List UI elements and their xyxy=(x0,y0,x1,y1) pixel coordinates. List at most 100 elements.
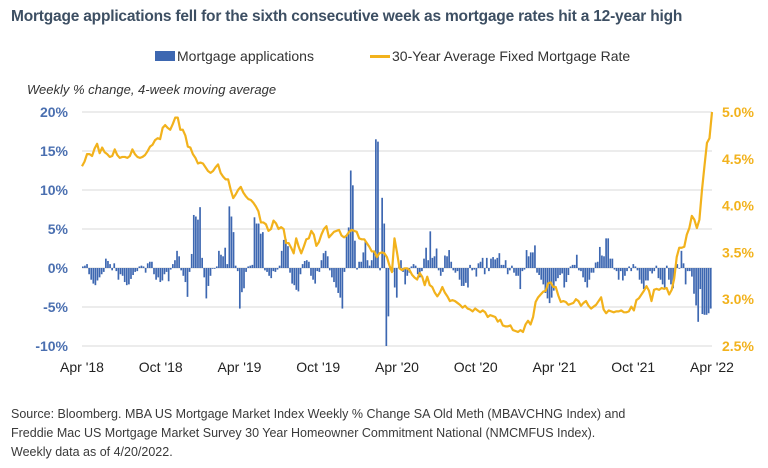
applications-bar xyxy=(140,265,143,268)
chart-subtitle: Weekly % change, 4-week moving average xyxy=(27,82,277,97)
applications-bar xyxy=(490,258,492,268)
applications-bar xyxy=(619,268,622,272)
applications-bar xyxy=(450,261,453,268)
applications-bar xyxy=(176,250,178,268)
applications-bar xyxy=(209,268,212,276)
applications-bar xyxy=(709,268,712,309)
applications-bar xyxy=(224,247,227,268)
applications-bar xyxy=(188,268,191,272)
x-axis-tick-label: Apr '21 xyxy=(533,359,577,375)
applications-bar xyxy=(423,258,425,268)
applications-bar xyxy=(276,268,279,270)
applications-bar xyxy=(155,268,157,280)
applications-bar xyxy=(456,268,459,272)
applications-bar xyxy=(324,250,327,268)
x-axis-tick-label: Oct '18 xyxy=(139,359,183,375)
applications-bar xyxy=(356,268,358,270)
applications-bar xyxy=(523,268,526,270)
applications-bar xyxy=(247,266,250,268)
applications-bar xyxy=(609,258,612,268)
applications-bar xyxy=(375,139,377,268)
applications-bar xyxy=(341,268,344,309)
applications-bar xyxy=(617,268,620,280)
applications-bar xyxy=(473,268,476,270)
source-line: Freddie Mac US Mortgage Market Survey 30… xyxy=(11,426,596,440)
applications-bar xyxy=(105,258,107,268)
applications-bar xyxy=(165,268,168,272)
applications-bar xyxy=(494,259,497,268)
applications-bar xyxy=(339,268,342,298)
applications-bar xyxy=(584,268,587,283)
applications-bar xyxy=(615,268,618,272)
applications-bar xyxy=(257,223,260,268)
applications-bar xyxy=(136,268,139,272)
applications-bar xyxy=(360,261,363,268)
applications-bar xyxy=(678,268,681,269)
applications-bar xyxy=(705,268,708,315)
applications-bar xyxy=(421,268,423,272)
applications-bar xyxy=(169,268,172,270)
applications-bar xyxy=(680,250,683,268)
x-axis-tick-label: Apr '20 xyxy=(375,359,419,375)
applications-bar xyxy=(86,264,88,268)
applications-bar xyxy=(632,264,635,268)
legend-swatch-rate xyxy=(370,54,390,58)
applications-bar xyxy=(444,255,446,268)
applications-bar xyxy=(320,260,323,268)
applications-bar xyxy=(517,268,520,276)
applications-bar xyxy=(172,264,174,268)
applications-bar xyxy=(471,268,473,271)
applications-bar xyxy=(393,268,396,288)
applications-bar xyxy=(255,223,258,268)
left-axis-tick-label: 15% xyxy=(40,143,69,159)
applications-bar xyxy=(454,268,457,273)
applications-bar xyxy=(555,268,557,282)
applications-bar xyxy=(563,268,566,288)
legend-item-rate: 30-Year Average Fixed Mortgage Rate xyxy=(370,48,630,64)
applications-bar xyxy=(601,255,603,268)
applications-bar xyxy=(515,268,517,276)
applications-bar xyxy=(485,257,488,268)
x-axis-tick-label: Oct '21 xyxy=(611,359,655,375)
applications-bar xyxy=(596,261,599,268)
applications-bar xyxy=(395,268,398,298)
applications-bar xyxy=(362,252,365,268)
applications-bar xyxy=(448,250,450,268)
applications-bar xyxy=(215,266,218,268)
applications-bar xyxy=(272,268,275,272)
applications-bar xyxy=(146,263,149,268)
applications-bar xyxy=(429,231,432,268)
applications-bar xyxy=(178,256,180,268)
applications-bar xyxy=(642,268,645,290)
applications-bar xyxy=(241,268,243,293)
applications-bar xyxy=(270,268,273,279)
applications-bar xyxy=(467,268,469,288)
applications-bar xyxy=(538,268,540,276)
applications-bar xyxy=(552,268,555,291)
applications-bar xyxy=(157,268,160,278)
applications-bar xyxy=(659,268,662,280)
applications-bar xyxy=(594,262,597,268)
applications-bar xyxy=(567,268,570,276)
applications-bar xyxy=(475,268,478,277)
applications-bar xyxy=(544,268,547,293)
applications-bar xyxy=(82,266,84,268)
applications-bar xyxy=(289,268,291,273)
applications-bar xyxy=(148,261,151,268)
chart-plot: 20% 15% 10% 5% 0% -5% -10% 5.0% 4.5% 4.0% 3.5% 3.0… xyxy=(35,104,754,375)
legend-swatch-applications xyxy=(155,51,175,61)
applications-bar xyxy=(645,268,647,281)
applications-bar xyxy=(236,268,239,272)
applications-bar xyxy=(437,268,440,271)
applications-bar xyxy=(203,268,206,278)
applications-bar xyxy=(134,268,137,272)
x-axis-tick-label: Oct '19 xyxy=(296,359,340,375)
applications-bar xyxy=(130,268,132,279)
applications-bar xyxy=(458,268,461,280)
applications-bar xyxy=(647,268,649,281)
applications-bar xyxy=(222,256,224,268)
applications-bar xyxy=(109,264,111,268)
applications-bar xyxy=(506,268,509,275)
applications-bar xyxy=(220,254,222,268)
applications-bar xyxy=(213,268,216,269)
